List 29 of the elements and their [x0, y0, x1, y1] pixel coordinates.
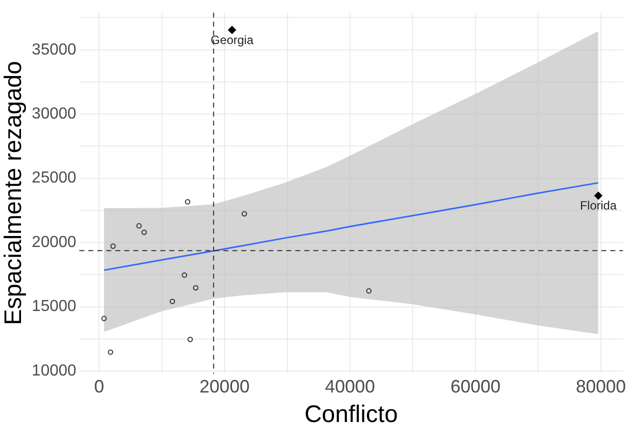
point: [101, 316, 107, 322]
point: [187, 336, 193, 342]
point: [182, 272, 188, 278]
x-axis-title: Conflicto: [304, 401, 398, 428]
y-axis-title: Espacialmente rezagado: [0, 61, 28, 326]
annotation: Florida: [580, 198, 617, 213]
y-tick-label: 30000: [32, 105, 76, 122]
y-tick-label: 35000: [32, 41, 76, 58]
y-tick-label: 25000: [32, 170, 76, 187]
y-tick-label: 10000: [32, 362, 76, 380]
y-tick-label: 15000: [32, 298, 76, 316]
annotation: Georgia: [210, 33, 254, 48]
point: [193, 285, 198, 290]
point: [366, 288, 372, 294]
x-tick-label: 80000: [576, 376, 626, 396]
x-tick-label: 60000: [450, 376, 500, 396]
x-tick-label: 40000: [324, 376, 376, 396]
point: [228, 26, 236, 34]
point: [184, 199, 190, 205]
point: [141, 230, 147, 235]
point: [170, 298, 176, 304]
point: [242, 211, 248, 216]
point: [110, 243, 116, 249]
x-tick-label: 20000: [200, 376, 250, 396]
x-tick-label: 0: [94, 376, 104, 396]
point: [594, 192, 602, 200]
point: [136, 223, 142, 229]
point: [108, 349, 114, 355]
y-tick-label: 20000: [32, 234, 76, 251]
